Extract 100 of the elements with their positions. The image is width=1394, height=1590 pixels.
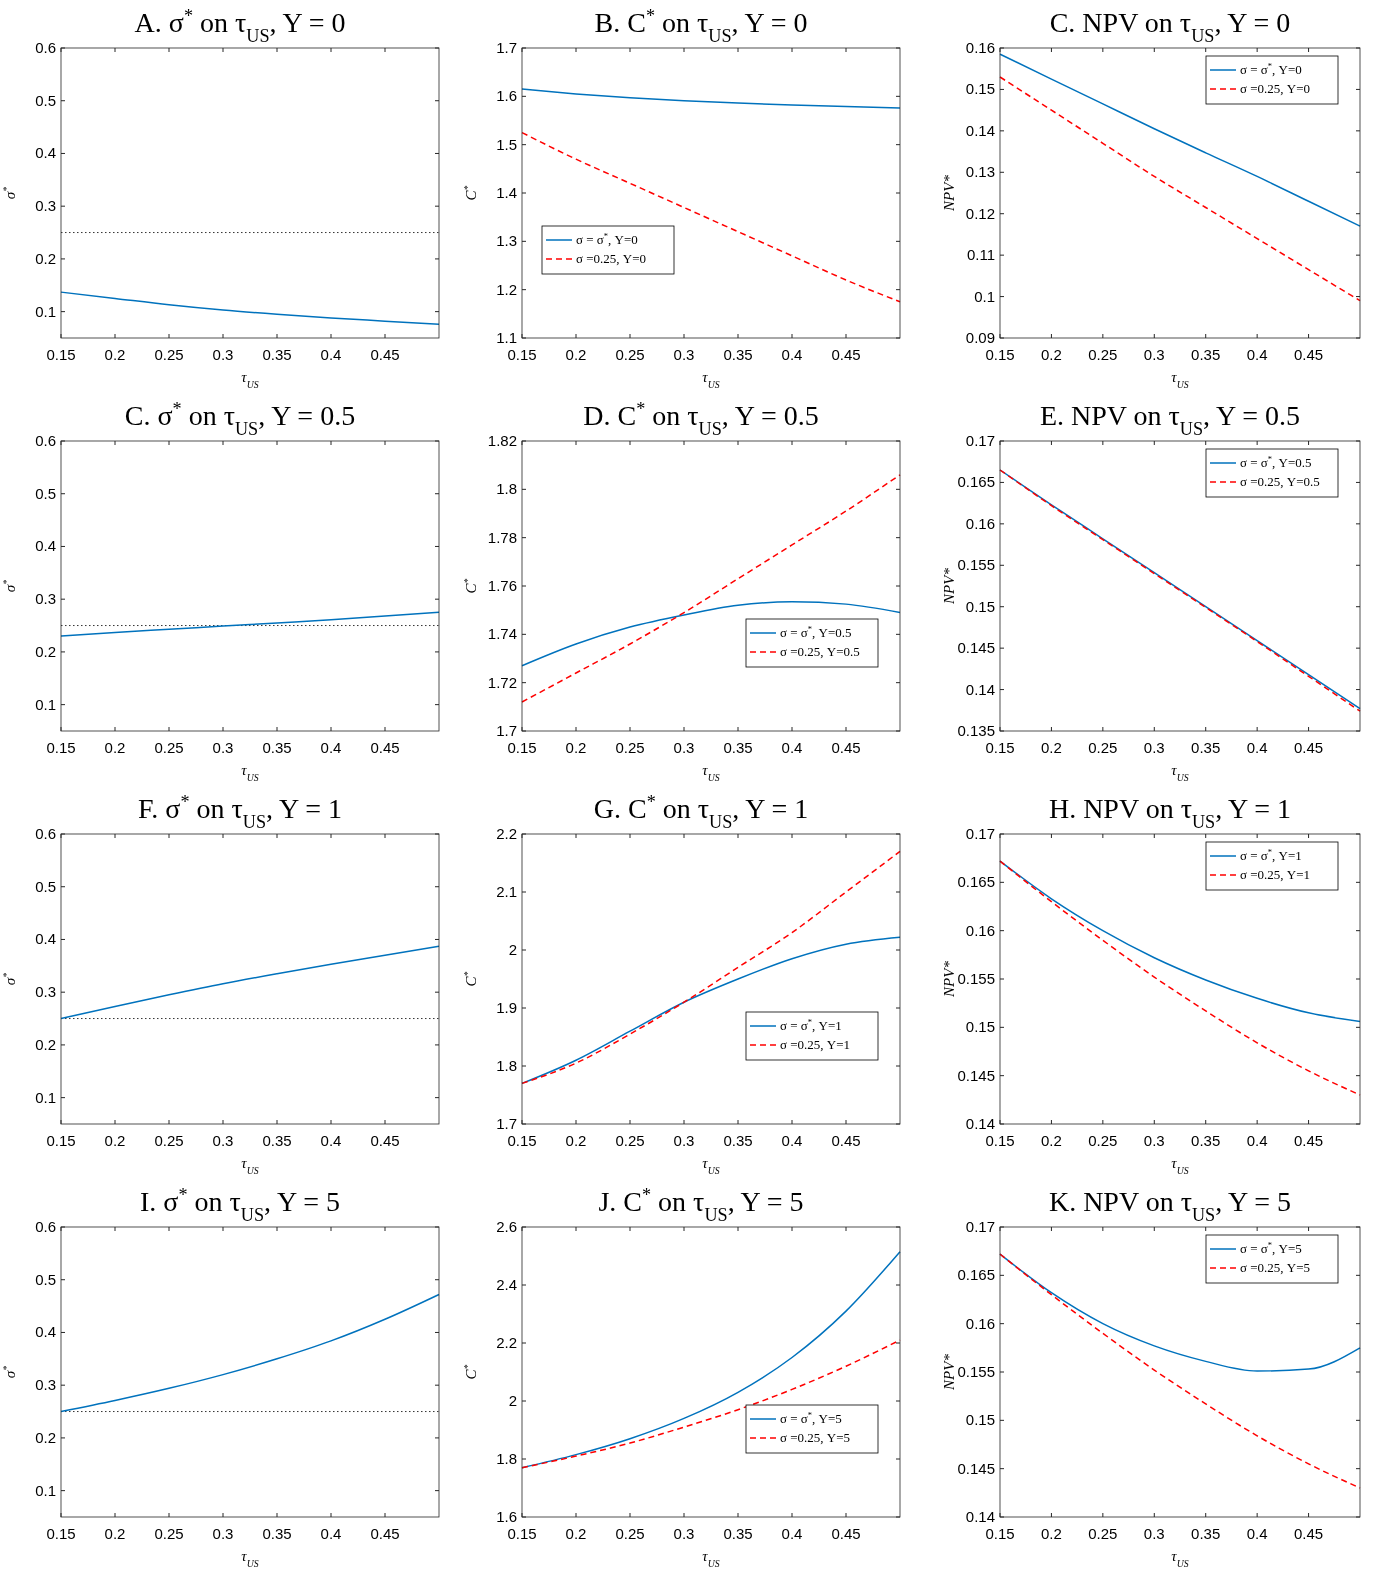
y-tick-label: 0.2 <box>35 249 56 267</box>
x-tick-label: 0.3 <box>673 346 695 363</box>
x-axis-title: τ$_{US}$ <box>702 1155 720 1176</box>
y-tick-label: 0.16 <box>965 1314 995 1332</box>
x-tick-label: 0.45 <box>370 739 400 756</box>
x-tick-label: 0.4 <box>781 1525 803 1542</box>
x-tick-label: 0.25 <box>154 739 184 756</box>
y-tick-label: 1.6 <box>496 87 517 105</box>
line-series <box>60 945 440 1020</box>
line-series <box>999 76 1361 302</box>
x-tick-label: 0.3 <box>212 1525 234 1542</box>
y-tick-label: 1.5 <box>496 135 517 153</box>
y-tick-label: 1.7 <box>496 39 517 56</box>
x-tick-label: 0.25 <box>1088 739 1118 756</box>
x-tick-label: 0.2 <box>565 1132 587 1149</box>
x-axis-title: τ$_{US}$ <box>241 1548 259 1569</box>
x-tick-label: 0.35 <box>723 1132 753 1149</box>
y-tick-label: 0.4 <box>35 1323 56 1341</box>
chart-title: K. NPV on τ$_{US}$, Y = 5 <box>1048 1186 1292 1225</box>
y-tick-label: 1.4 <box>496 184 517 201</box>
y-tick-label: 0.155 <box>957 556 995 574</box>
x-tick-label: 0.35 <box>262 1132 292 1149</box>
x-tick-label: 0.4 <box>320 346 342 363</box>
chart-title: D. C$^{*}$ on τ$_{US}$, Y = 0.5 <box>583 399 819 439</box>
y-tick-label: 0.1 <box>35 695 56 713</box>
y-tick-label: 0.5 <box>35 877 56 895</box>
x-tick-label: 0.2 <box>565 1525 587 1542</box>
x-tick-label: 0.45 <box>831 346 861 363</box>
y-tick-label: 0.14 <box>965 1508 995 1525</box>
x-tick-label: 0.35 <box>262 1525 292 1542</box>
y-tick-label: 1.7 <box>496 1115 517 1132</box>
y-tick-label: 0.16 <box>965 39 995 56</box>
y-tick-label: 1.8 <box>496 1057 517 1074</box>
x-tick-label: 0.45 <box>1293 739 1324 756</box>
y-tick-label: 0.14 <box>965 1115 995 1132</box>
chart-title: E. NPV on τ$_{US}$, Y = 0.5 <box>1039 400 1301 439</box>
x-tick-label: 0.4 <box>781 1132 803 1149</box>
legend-label: σ =0.25, Y=5 <box>1240 1260 1311 1275</box>
y-tick-label: 2 <box>508 1392 517 1409</box>
y-tick-label: 2.6 <box>496 1218 517 1235</box>
x-tick-label: 0.4 <box>1246 346 1268 363</box>
y-tick-label: 0.6 <box>35 39 56 56</box>
y-axis-title: NPV* <box>941 567 957 605</box>
y-tick-label: 2.1 <box>496 883 517 900</box>
y-tick-label: 0.155 <box>957 1363 995 1380</box>
x-tick-label: 0.35 <box>723 1525 753 1542</box>
y-tick-label: 1.72 <box>487 673 517 691</box>
x-tick-label: 0.35 <box>1191 1525 1221 1542</box>
x-tick-label: 0.2 <box>565 346 587 363</box>
y-tick-label: 0.1 <box>35 1481 56 1499</box>
x-tick-label: 0.2 <box>1041 1525 1062 1542</box>
chart-title: J. C$^{*}$ on τ$_{US}$, Y = 5 <box>598 1185 804 1225</box>
y-tick-label: 0.14 <box>965 121 995 139</box>
y-tick-label: 0.16 <box>965 514 995 532</box>
y-tick-label: 1.76 <box>487 577 517 594</box>
x-axis-title: τ$_{US}$ <box>1171 1155 1189 1176</box>
x-tick-label: 0.4 <box>1246 1132 1268 1149</box>
y-tick-label: 0.09 <box>965 329 995 346</box>
x-tick-label: 0.25 <box>154 346 184 363</box>
chart-title: B. C$^{*}$ on τ$_{US}$, Y = 0 <box>594 6 808 46</box>
x-tick-label: 0.15 <box>46 739 76 756</box>
y-tick-label: 0.2 <box>35 1035 56 1053</box>
legend-label: σ = σ$^{*}$, Y=5 <box>1240 1240 1302 1256</box>
legend-label: σ =0.25, Y=1 <box>780 1037 851 1052</box>
y-tick-label: 0.155 <box>957 970 995 987</box>
y-tick-label: 0.11 <box>966 246 995 264</box>
x-tick-label: 0.25 <box>154 1132 184 1149</box>
y-tick-label: 0.145 <box>957 1066 995 1084</box>
line-series <box>521 850 901 1085</box>
x-axis-title: τ$_{US}$ <box>241 762 259 783</box>
line-series <box>60 291 440 326</box>
y-tick-label: 0.135 <box>957 722 995 739</box>
y-tick-label: 0.165 <box>957 473 995 491</box>
y-tick-label: 0.15 <box>965 597 995 615</box>
x-tick-label: 0.4 <box>320 739 342 756</box>
y-tick-label: 1.2 <box>496 280 517 298</box>
y-axis-title: NPV* <box>941 1353 957 1391</box>
x-tick-label: 0.3 <box>212 1132 234 1149</box>
x-tick-label: 0.15 <box>985 346 1015 363</box>
x-tick-label: 0.3 <box>1143 346 1165 363</box>
y-tick-label: 0.1 <box>35 1088 56 1106</box>
line-series <box>521 600 901 667</box>
y-tick-label: 1.78 <box>487 528 517 546</box>
x-axis-title: τ$_{US}$ <box>1171 762 1189 783</box>
y-tick-label: 1.1 <box>496 329 517 346</box>
y-tick-label: 1.74 <box>487 625 517 643</box>
chart-title: G. C$^{*}$ on τ$_{US}$, Y = 1 <box>593 792 809 832</box>
x-tick-label: 0.45 <box>370 1525 400 1542</box>
x-tick-label: 0.45 <box>370 346 400 363</box>
y-tick-label: 0.6 <box>35 432 56 449</box>
x-tick-label: 0.2 <box>1041 346 1062 363</box>
legend-label: σ = σ$^{*}$, Y=0.5 <box>1240 454 1312 470</box>
x-tick-label: 0.4 <box>781 739 803 756</box>
y-axis-title: NPV* <box>941 174 957 212</box>
x-tick-label: 0.3 <box>212 346 234 363</box>
y-tick-label: 0.3 <box>35 1376 56 1394</box>
y-tick-label: 0.6 <box>35 825 56 842</box>
y-tick-label: 2.2 <box>496 1334 517 1351</box>
y-tick-label: 1.3 <box>496 232 517 250</box>
x-tick-label: 0.4 <box>320 1132 342 1149</box>
